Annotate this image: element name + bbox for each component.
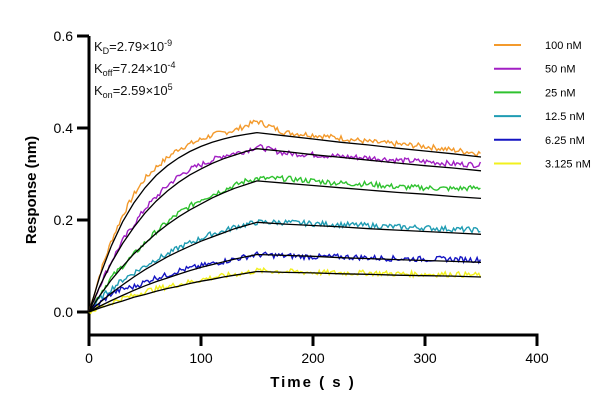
x-tick-label: 100 xyxy=(189,350,213,366)
legend-label-4: 6.25 nM xyxy=(545,135,585,147)
y-tick-label: 0.2 xyxy=(54,212,74,228)
legend-label-2: 25 nM xyxy=(545,87,576,99)
series-line-4 xyxy=(88,251,482,313)
x-tick-label: 0 xyxy=(85,350,93,366)
fit-line-4 xyxy=(88,253,482,313)
fit-line-0 xyxy=(88,131,482,313)
y-axis-label: Response (nm) xyxy=(23,136,40,244)
x-axis-label: Time ( s ) xyxy=(270,374,356,391)
annotation-kd: KD=2.79×10-9 xyxy=(94,38,173,56)
x-tick-label: 300 xyxy=(413,350,437,366)
annotation-koff: Koff=7.24×10-4 xyxy=(94,60,176,78)
series-line-1 xyxy=(88,143,482,313)
fit-line-2 xyxy=(88,180,482,313)
series-line-2 xyxy=(88,174,481,313)
fit-line-3 xyxy=(88,221,482,313)
legend-label-1: 50 nM xyxy=(545,64,576,76)
y-tick-label: 0.0 xyxy=(54,304,74,320)
legend-label-0: 100 nM xyxy=(545,40,582,52)
x-tick-label: 400 xyxy=(525,350,549,366)
fit-line-1 xyxy=(88,148,482,313)
series-line-5 xyxy=(88,266,482,315)
y-tick-label: 0.6 xyxy=(54,28,74,44)
series-line-3 xyxy=(88,218,481,313)
legend-label-3: 12.5 nM xyxy=(545,111,585,123)
y-tick-label: 0.4 xyxy=(54,120,74,136)
legend-label-5: 3.125 nM xyxy=(545,159,591,171)
series-line-0 xyxy=(88,119,481,313)
annotation-kon: Kon=2.59×105 xyxy=(94,82,173,100)
fit-line-5 xyxy=(88,270,482,313)
x-tick-label: 200 xyxy=(301,350,325,366)
